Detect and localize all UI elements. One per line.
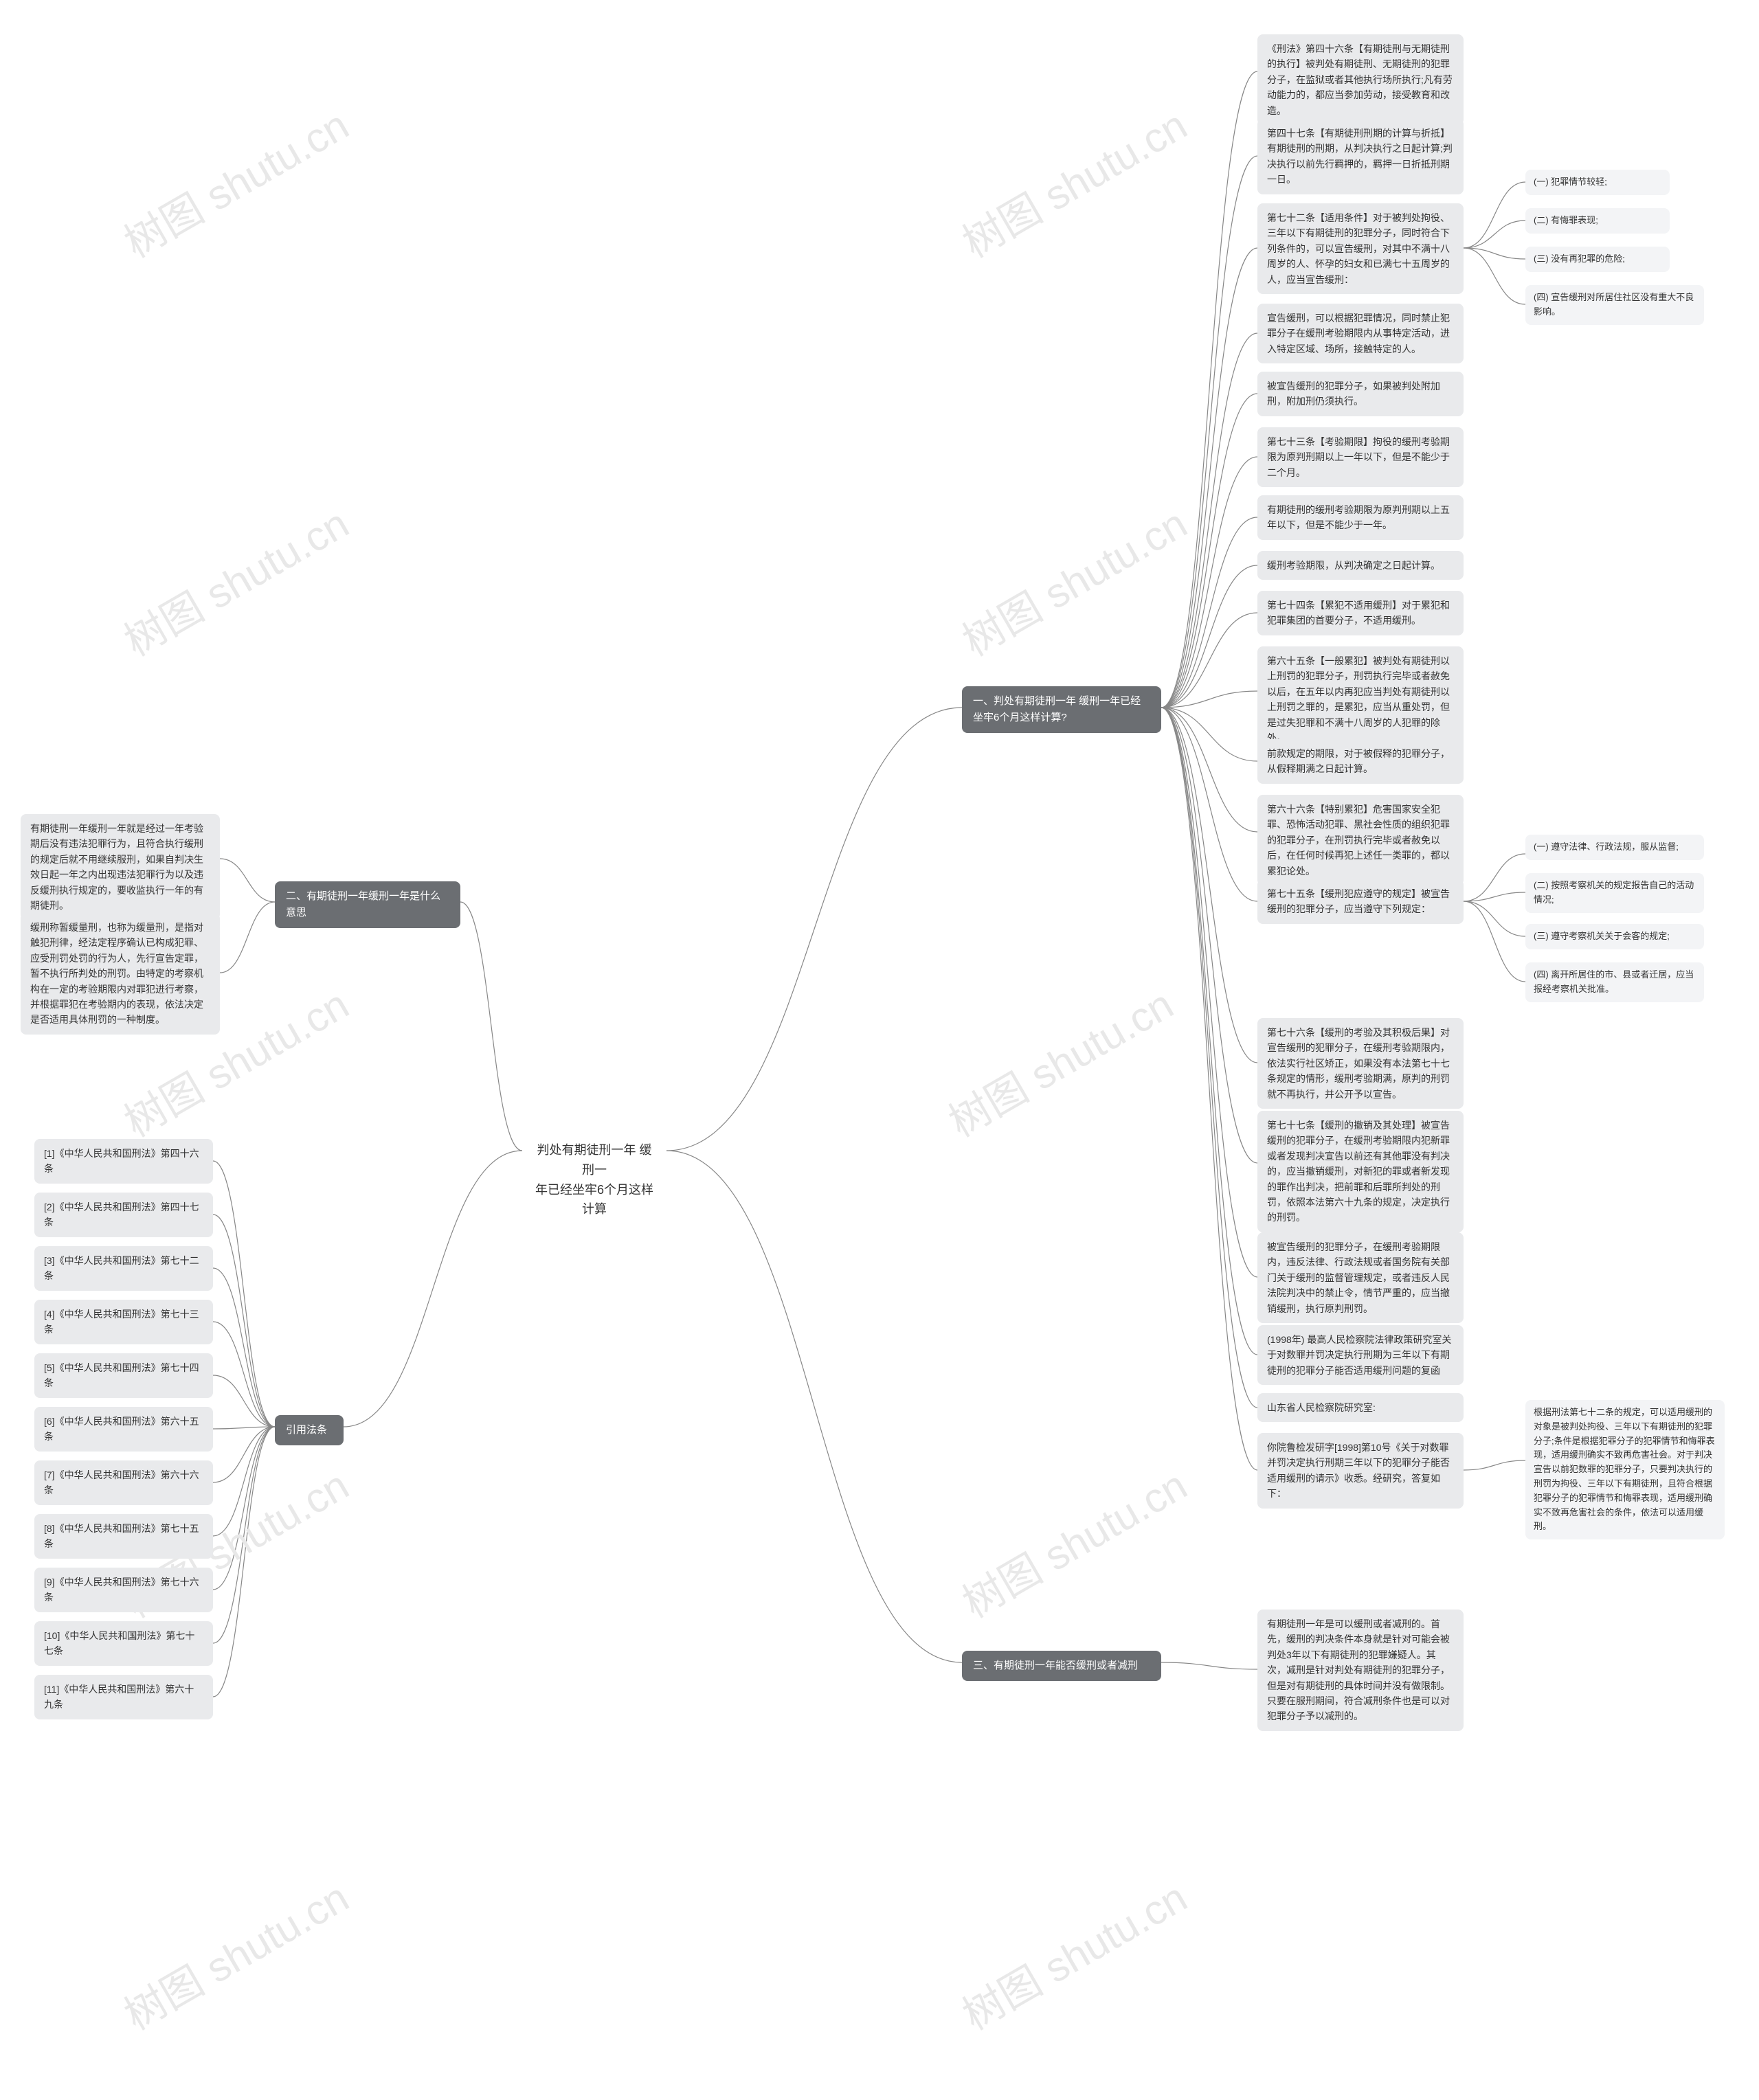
sub-leaf-node: (一) 犯罪情节较轻;	[1525, 170, 1670, 195]
leaf-node: 第七十五条【缓刑犯应遵守的规定】被宣告缓刑的犯罪分子，应当遵守下列规定：	[1257, 879, 1464, 924]
leaf-node: 山东省人民检察院研究室:	[1257, 1393, 1464, 1422]
leaf-node: (1998年) 最高人民检察院法律政策研究室关于对数罪并罚决定执行刑期为三年以下…	[1257, 1325, 1464, 1385]
sub-leaf-node: (四) 宣告缓刑对所居住社区没有重大不良影响。	[1525, 285, 1704, 325]
leaf-node: [1]《中华人民共和国刑法》第四十六条	[34, 1139, 213, 1184]
leaf-node: 有期徒刑的缓刑考验期限为原判刑期以上五年以下，但是不能少于一年。	[1257, 495, 1464, 540]
sub-leaf-node: 根据刑法第七十二条的规定，可以适用缓刑的对象是被判处拘役、三年以下有期徒刑的犯罪…	[1525, 1400, 1725, 1539]
leaf-node: 第六十五条【一般累犯】被判处有期徒刑以上刑罚的犯罪分子，刑罚执行完毕或者赦免以后…	[1257, 646, 1464, 752]
leaf-node: 被宣告缓刑的犯罪分子，在缓刑考验期限内，违反法律、行政法规或者国务院有关部门关于…	[1257, 1232, 1464, 1323]
sub-leaf-node: (三) 遵守考察机关关于会客的规定;	[1525, 924, 1704, 949]
watermark: 树图 shutu.cn	[950, 1865, 1196, 2042]
sub-leaf-node: (二) 按照考察机关的规定报告自己的活动情况;	[1525, 873, 1704, 913]
center-title-l2: 年已经坐牢6个月这样计算	[535, 1183, 653, 1217]
leaf-node: [4]《中华人民共和国刑法》第七十三条	[34, 1300, 213, 1344]
watermark: 树图 shutu.cn	[950, 93, 1196, 269]
leaf-node: [2]《中华人民共和国刑法》第四十七条	[34, 1193, 213, 1237]
leaf-node: 被宣告缓刑的犯罪分子，如果被判处附加刑，附加刑仍须执行。	[1257, 372, 1464, 416]
leaf-node: [5]《中华人民共和国刑法》第七十四条	[34, 1353, 213, 1398]
sub-leaf-node: (三) 没有再犯罪的危险;	[1525, 247, 1670, 272]
leaf-node: [7]《中华人民共和国刑法》第六十六条	[34, 1460, 213, 1505]
watermark: 树图 shutu.cn	[112, 93, 358, 269]
leaf-node: 你院鲁检发研字[1998]第10号《关于对数罪并罚决定执行刑期三年以下的犯罪分子…	[1257, 1433, 1464, 1509]
leaf-node: 宣告缓刑，可以根据犯罪情况，同时禁止犯罪分子在缓刑考验期限内从事特定活动，进入特…	[1257, 304, 1464, 363]
leaf-node: 第七十二条【适用条件】对于被判处拘役、三年以下有期徒刑的犯罪分子，同时符合下列条…	[1257, 203, 1464, 294]
leaf-node: 第六十六条【特别累犯】危害国家安全犯罪、恐怖活动犯罪、黑社会性质的组织犯罪的犯罪…	[1257, 795, 1464, 885]
leaf-node: [10]《中华人民共和国刑法》第七十七条	[34, 1621, 213, 1666]
leaf-node: 前款规定的期限，对于被假释的犯罪分子，从假释期满之日起计算。	[1257, 739, 1464, 784]
leaf-node: 有期徒刑一年是可以缓刑或者减刑的。首先，缓刑的判决条件本身就是针对可能会被判处3…	[1257, 1610, 1464, 1731]
center-node: 判处有期徒刑一年 缓刑一年已经坐牢6个月这样计算	[522, 1133, 666, 1226]
leaf-node: 第七十六条【缓刑的考验及其积极后果】对宣告缓刑的犯罪分子，在缓刑考验期限内，依法…	[1257, 1018, 1464, 1109]
watermark: 树图 shutu.cn	[950, 1453, 1196, 1629]
watermark: 树图 shutu.cn	[112, 491, 358, 668]
leaf-node: 第七十三条【考验期限】拘役的缓刑考验期限为原判刑期以上一年以下，但是不能少于二个…	[1257, 427, 1464, 487]
watermark: 树图 shutu.cn	[950, 491, 1196, 668]
sub-leaf-node: (二) 有悔罪表现;	[1525, 208, 1670, 234]
leaf-node: [9]《中华人民共和国刑法》第七十六条	[34, 1568, 213, 1612]
branch-node-b4: 引用法条	[275, 1415, 344, 1445]
leaf-node: 缓刑考验期限，从判决确定之日起计算。	[1257, 551, 1464, 580]
sub-leaf-node: (四) 离开所居住的市、县或者迁居，应当报经考察机关批准。	[1525, 962, 1704, 1002]
leaf-node: 第七十七条【缓刑的撤销及其处理】被宣告缓刑的犯罪分子，在缓刑考验期限内犯新罪或者…	[1257, 1111, 1464, 1232]
leaf-node: 有期徒刑一年缓刑一年就是经过一年考验期后没有违法犯罪行为，且符合执行缓刑的规定后…	[21, 814, 220, 920]
leaf-node: [11]《中华人民共和国刑法》第六十九条	[34, 1675, 213, 1719]
branch-node-b3: 三、有期徒刑一年能否缓刑或者减刑	[962, 1651, 1161, 1681]
leaf-node: 《刑法》第四十六条【有期徒刑与无期徒刑的执行】被判处有期徒刑、无期徒刑的犯罪分子…	[1257, 34, 1464, 125]
leaf-node: [6]《中华人民共和国刑法》第六十五条	[34, 1407, 213, 1452]
leaf-node: [8]《中华人民共和国刑法》第七十五条	[34, 1514, 213, 1559]
leaf-node: 第四十七条【有期徒刑刑期的计算与折抵】有期徒刑的刑期，从判决执行之日起计算;判决…	[1257, 119, 1464, 194]
branch-node-b2: 二、有期徒刑一年缓刑一年是什么意思	[275, 881, 460, 928]
leaf-node: 第七十四条【累犯不适用缓刑】对于累犯和犯罪集团的首要分子，不适用缓刑。	[1257, 591, 1464, 635]
watermark: 树图 shutu.cn	[112, 1865, 358, 2042]
leaf-node: [3]《中华人民共和国刑法》第七十二条	[34, 1246, 213, 1291]
branch-node-b1: 一、判处有期徒刑一年 缓刑一年已经坐牢6个月这样计算?	[962, 686, 1161, 733]
center-title-l1: 判处有期徒刑一年 缓刑一	[537, 1143, 651, 1177]
connector-svg	[0, 0, 1759, 2100]
sub-leaf-node: (一) 遵守法律、行政法规，服从监督;	[1525, 835, 1704, 860]
watermark: 树图 shutu.cn	[937, 972, 1183, 1149]
leaf-node: 缓刑称暂缓量刑，也称为缓量刑，是指对触犯刑律，经法定程序确认已构成犯罪、应受刑罚…	[21, 913, 220, 1035]
